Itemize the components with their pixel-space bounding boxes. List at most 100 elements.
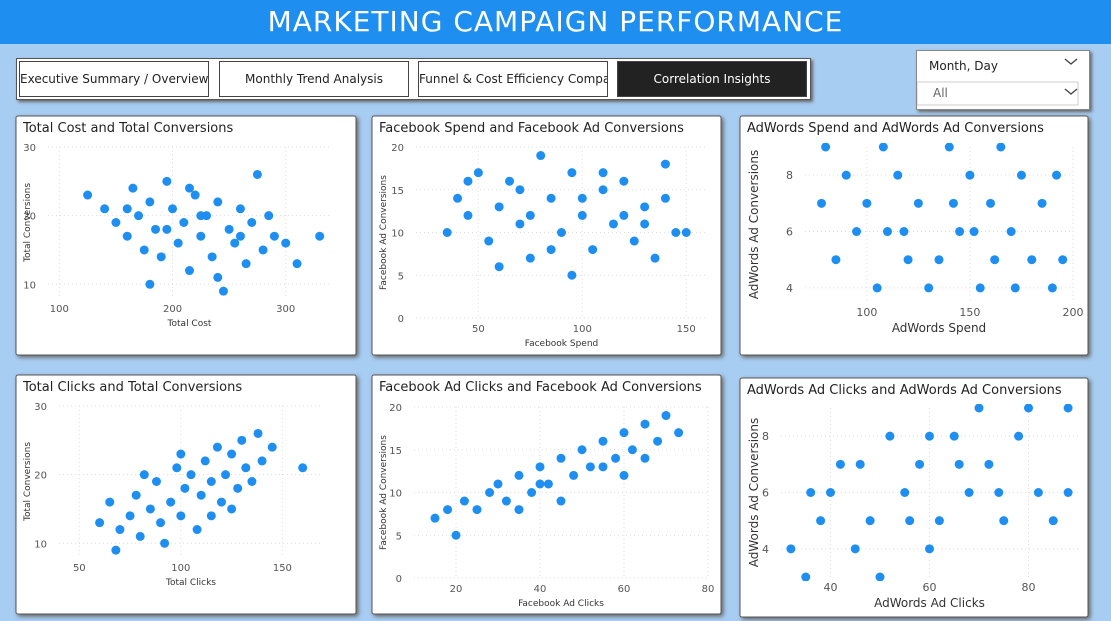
point bbox=[235, 231, 245, 241]
panel bbox=[15, 115, 357, 356]
point bbox=[619, 176, 629, 186]
point bbox=[224, 224, 234, 234]
point bbox=[459, 496, 469, 506]
point bbox=[151, 477, 161, 486]
point bbox=[451, 530, 461, 540]
tab[interactable]: Funnel & Cost Efficiency Comparison bbox=[418, 61, 608, 97]
point bbox=[1016, 170, 1026, 180]
point bbox=[975, 283, 985, 293]
point bbox=[257, 456, 267, 466]
panel bbox=[739, 115, 1089, 356]
point bbox=[629, 236, 639, 246]
point bbox=[619, 470, 629, 480]
x-axis-label: Facebook Spend bbox=[525, 339, 599, 349]
point bbox=[535, 479, 545, 489]
point bbox=[196, 231, 206, 241]
slicer[interactable]: Month, Day All bbox=[916, 50, 1090, 110]
point bbox=[948, 198, 958, 208]
point bbox=[986, 198, 996, 208]
y-tick-label: 20 bbox=[34, 471, 47, 482]
point bbox=[650, 253, 660, 263]
point bbox=[671, 228, 681, 237]
x-tick-label: 150 bbox=[959, 306, 980, 319]
x-tick-label: 200 bbox=[1063, 306, 1084, 319]
x-tick-label: 40 bbox=[824, 581, 838, 594]
point bbox=[1063, 488, 1073, 497]
chart-title: Total Cost and Total Conversions bbox=[22, 121, 233, 136]
point bbox=[899, 227, 909, 237]
point bbox=[527, 488, 537, 497]
point bbox=[501, 496, 511, 506]
point bbox=[955, 227, 965, 237]
point bbox=[125, 511, 135, 521]
y-axis-label: Total Conversions bbox=[23, 183, 33, 263]
tab-active[interactable]: Correlation Insights bbox=[617, 61, 807, 97]
point bbox=[227, 449, 237, 459]
point bbox=[608, 219, 618, 229]
point bbox=[925, 544, 934, 554]
point bbox=[801, 572, 811, 581]
point bbox=[190, 190, 200, 200]
point bbox=[1047, 283, 1057, 293]
point bbox=[556, 496, 566, 506]
point bbox=[525, 253, 535, 263]
point bbox=[557, 228, 566, 237]
point bbox=[213, 272, 223, 282]
point bbox=[196, 490, 206, 500]
y-axis-label: AdWords Ad Conversions bbox=[747, 418, 761, 567]
x-axis-label: AdWords Ad Clicks bbox=[874, 596, 985, 610]
point bbox=[298, 463, 308, 473]
point bbox=[230, 238, 240, 248]
x-axis-label: Total Cost bbox=[167, 319, 212, 329]
point bbox=[160, 538, 170, 548]
x-tick-label: 200 bbox=[163, 304, 182, 315]
point bbox=[176, 511, 186, 521]
point bbox=[206, 477, 216, 486]
y-axis-label: AdWords Ad Conversions bbox=[747, 150, 761, 299]
points bbox=[95, 428, 308, 555]
point bbox=[577, 445, 587, 455]
point bbox=[145, 279, 155, 289]
x-tick-label: 150 bbox=[677, 324, 696, 335]
point bbox=[258, 245, 268, 255]
y-tick-label: 4 bbox=[786, 282, 793, 295]
point bbox=[660, 159, 670, 169]
point bbox=[237, 435, 247, 445]
point bbox=[494, 262, 504, 272]
point bbox=[841, 170, 851, 180]
point bbox=[996, 143, 1006, 152]
point bbox=[660, 193, 670, 203]
x-tick-label: 50 bbox=[73, 563, 86, 574]
chart-title: AdWords Ad Clicks and AdWords Ad Convers… bbox=[747, 383, 1062, 398]
x-tick-label: 100 bbox=[856, 306, 877, 319]
slicer-label: Month, Day bbox=[929, 59, 998, 73]
tab[interactable]: Executive Summary / Overview bbox=[19, 61, 209, 97]
point bbox=[241, 463, 251, 473]
point bbox=[151, 224, 161, 234]
point bbox=[925, 431, 934, 441]
point bbox=[139, 245, 149, 255]
point bbox=[207, 252, 217, 262]
point bbox=[135, 531, 145, 541]
slicer-value[interactable]: All bbox=[933, 86, 948, 100]
point bbox=[200, 456, 210, 466]
point bbox=[915, 459, 925, 469]
point bbox=[213, 197, 223, 207]
point bbox=[221, 470, 231, 480]
point bbox=[913, 198, 923, 208]
point bbox=[903, 255, 913, 265]
point bbox=[218, 286, 228, 296]
point bbox=[577, 210, 587, 220]
point bbox=[1052, 170, 1062, 180]
point bbox=[453, 193, 463, 203]
point bbox=[944, 143, 954, 152]
point bbox=[443, 505, 453, 515]
points bbox=[442, 151, 691, 280]
point bbox=[627, 445, 637, 455]
point bbox=[122, 204, 132, 214]
tab[interactable]: Monthly Trend Analysis bbox=[219, 61, 409, 97]
point bbox=[515, 185, 525, 195]
x-tick-label: 100 bbox=[573, 324, 592, 335]
point bbox=[83, 190, 93, 200]
